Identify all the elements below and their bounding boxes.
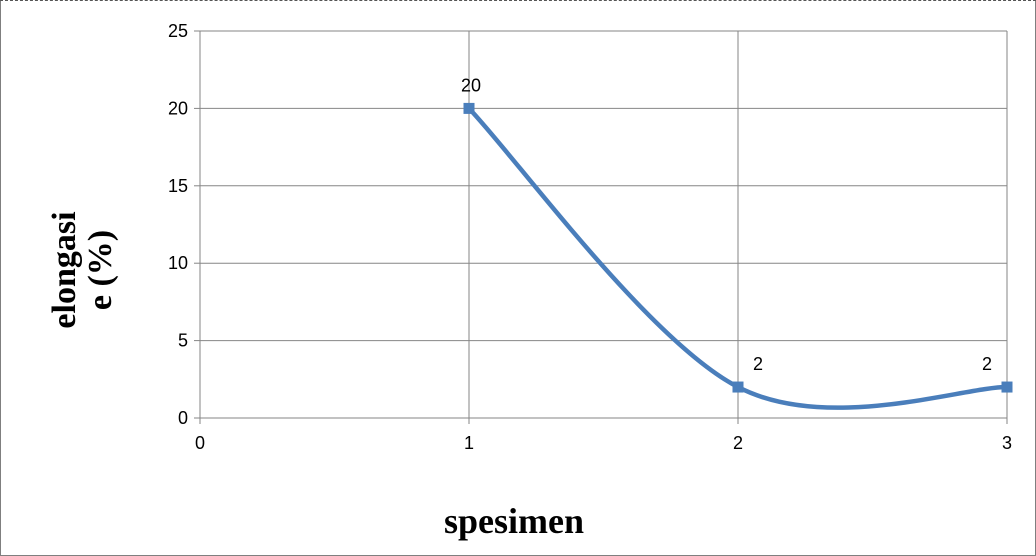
data-point-marker xyxy=(1001,381,1013,393)
x-tick-label: 2 xyxy=(733,433,743,453)
data-point-marker xyxy=(463,102,475,114)
tick-labels: 0 5 10 15 20 25 0 1 2 3 20 2 2 xyxy=(168,21,1012,453)
x-tick-label: 1 xyxy=(464,433,474,453)
y-tick-label: 15 xyxy=(168,176,188,196)
axes xyxy=(194,30,1008,424)
y-tick-label: 5 xyxy=(178,331,188,351)
y-tick-label: 0 xyxy=(178,408,188,428)
data-label: 2 xyxy=(982,354,992,374)
data-label: 2 xyxy=(753,354,763,374)
x-tick-label: 3 xyxy=(1002,433,1012,453)
gridlines xyxy=(199,30,1008,418)
series-line xyxy=(466,106,1010,410)
y-tick-label: 20 xyxy=(168,98,188,118)
y-axis-title-line-1: elongasi xyxy=(46,211,83,329)
y-axis-title: elongasi e (%) xyxy=(46,211,119,329)
data-label: 20 xyxy=(461,75,481,95)
y-axis-title-line-2: e (%) xyxy=(82,229,119,311)
y-tick-label: 10 xyxy=(168,253,188,273)
x-tick-label: 0 xyxy=(195,433,205,453)
cropped-top-edge xyxy=(0,0,1036,4)
data-point-marker xyxy=(732,381,744,393)
series xyxy=(463,102,1013,410)
x-axis-title: spesimen xyxy=(443,501,585,541)
y-tick-label: 25 xyxy=(168,21,188,41)
